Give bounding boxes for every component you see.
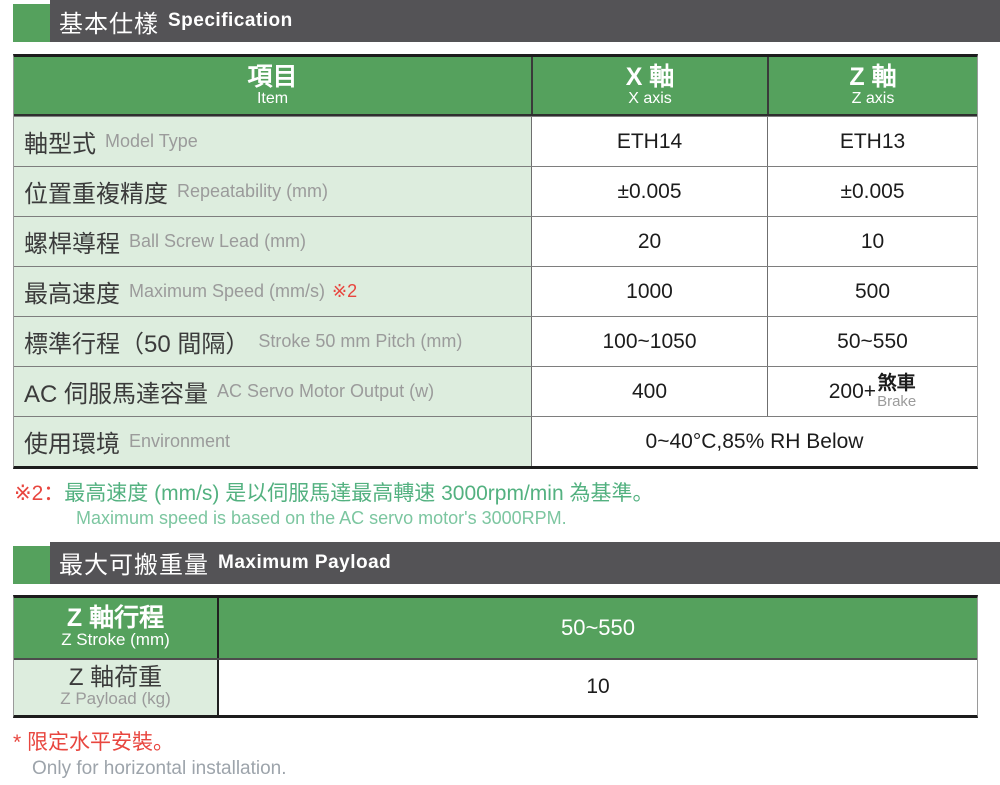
table-row-stroke: 標準行程（50 間隔） Stroke 50 mm Pitch (mm) 100~… xyxy=(14,316,977,366)
footer-note-marker: * xyxy=(13,730,22,754)
cell-x-value: 100~1050 xyxy=(531,317,767,366)
row-label-zh: 螺桿導程 xyxy=(24,231,120,258)
section-title-zh: 基本仕樣 xyxy=(59,10,159,38)
footnote-line-zh: ※2：最高速度 (mm/s) 是以伺服馬達最高轉速 3000rpm/min 為基… xyxy=(14,481,1000,507)
section-marker-icon xyxy=(13,545,50,584)
cell-x-value: 1000 xyxy=(531,267,767,316)
row-label-en: Ball Screw Lead (mm) xyxy=(129,231,307,251)
row-label: 使用環境 Environment xyxy=(14,417,531,466)
row-label-zh: 使用環境 xyxy=(24,431,120,458)
brake-value-main: 200+ xyxy=(828,379,877,403)
cell-z-value: 10 xyxy=(767,217,977,266)
brake-stack: 煞車 Brake xyxy=(877,374,916,409)
cell-x-value: 400 xyxy=(531,367,767,416)
footnote-reference: ※2 xyxy=(332,281,358,301)
row-label-en: AC Servo Motor Output (w) xyxy=(217,381,435,401)
cell-z-payload-value: 10 xyxy=(219,659,977,715)
section-title-zh: 最大可搬重量 xyxy=(59,552,209,580)
brake-label-zh: 煞車 xyxy=(877,373,916,395)
row-label: 螺桿導程 Ball Screw Lead (mm) xyxy=(14,217,531,266)
header-x-en: X axis xyxy=(628,89,672,107)
table-row-repeatability: 位置重複精度 Repeatability (mm) ±0.005 ±0.005 xyxy=(14,166,977,216)
row-label-en: Environment xyxy=(129,431,231,451)
brake-label-en: Brake xyxy=(877,392,917,410)
row-label-en: Z Payload (kg) xyxy=(60,689,171,709)
table-row-environment: 使用環境 Environment 0~40°C,85% RH Below xyxy=(14,416,977,466)
cell-z-value-brake: 200+ 煞車 Brake xyxy=(767,367,977,416)
header-z-zh: Z 軸 xyxy=(849,62,897,91)
row-label-zh: 軸型式 xyxy=(24,131,96,158)
footnote-block: ※2：最高速度 (mm/s) 是以伺服馬達最高轉速 3000rpm/min 為基… xyxy=(14,481,1000,531)
cell-x-value: ETH14 xyxy=(531,117,767,166)
row-label: Z 軸行程 Z Stroke (mm) xyxy=(14,597,219,658)
table-row-z-payload: Z 軸荷重 Z Payload (kg) 10 xyxy=(14,657,977,715)
payload-table: Z 軸行程 Z Stroke (mm) 50~550 Z 軸荷重 Z Paylo… xyxy=(13,594,978,718)
table-row-model-type: 軸型式 Model Type ETH14 ETH13 xyxy=(14,116,977,166)
header-cell-item: 項目 Item xyxy=(14,57,531,114)
table-row-servo-motor-output: AC 伺服馬達容量 AC Servo Motor Output (w) 400 … xyxy=(14,366,977,416)
row-label-en: Stroke 50 mm Pitch (mm) xyxy=(258,331,463,351)
cell-z-value: ±0.005 xyxy=(767,167,977,216)
row-label-en: Z Stroke (mm) xyxy=(61,630,170,650)
row-label: AC 伺服馬達容量 AC Servo Motor Output (w) xyxy=(14,367,531,416)
footer-note-text-zh: 限定水平安裝。 xyxy=(27,730,175,754)
footnote-text-zh: 最高速度 (mm/s) 是以伺服馬達最高轉速 3000rpm/min 為基準。 xyxy=(64,482,654,505)
row-label: 位置重複精度 Repeatability (mm) xyxy=(14,167,531,216)
footer-note-text-en: Only for horizontal installation. xyxy=(32,757,287,779)
row-label-en: Model Type xyxy=(105,131,198,151)
row-label: 軸型式 Model Type xyxy=(14,117,531,166)
row-label-en: Maximum Speed (mm/s) xyxy=(129,281,326,301)
cell-environment-value: 0~40°C,85% RH Below xyxy=(531,417,977,466)
row-label-en: Repeatability (mm) xyxy=(177,181,329,201)
section-title-en: Specification xyxy=(168,10,293,31)
row-label-zh: 位置重複精度 xyxy=(24,181,168,208)
cell-z-stroke-value: 50~550 xyxy=(560,614,636,640)
header-item-zh: 項目 xyxy=(247,62,298,91)
footer-note-zh: * 限定水平安裝。 xyxy=(13,729,1000,756)
header-z-en: Z axis xyxy=(851,89,895,107)
header-cell-z-axis: Z 軸 Z axis xyxy=(767,57,977,114)
cell-z-value: ETH13 xyxy=(767,117,977,166)
header-cell-x-axis: X 軸 X axis xyxy=(531,57,767,114)
row-label: Z 軸荷重 Z Payload (kg) xyxy=(14,659,219,715)
row-label-zh: Z 軸行程 xyxy=(66,604,165,633)
section-header-maximum-payload: 最大可搬重量 Maximum Payload xyxy=(0,541,1000,584)
footnote-marker: ※2： xyxy=(14,482,65,505)
table-row-z-stroke: Z 軸行程 Z Stroke (mm) 50~550 xyxy=(14,597,977,658)
section-title-bar: 最大可搬重量 Maximum Payload xyxy=(50,541,1000,584)
table-row-maximum-speed: 最高速度 Maximum Speed (mm/s) ※2 1000 500 xyxy=(14,266,977,316)
cell-z-value: 50~550 xyxy=(767,317,977,366)
specification-table: 項目 Item X 軸 X axis Z 軸 Z axis 軸型式 Model … xyxy=(13,54,978,469)
cell-x-value: 20 xyxy=(531,217,767,266)
row-label-zh: 最高速度 xyxy=(24,281,120,308)
header-x-zh: X 軸 xyxy=(625,62,675,91)
row-label: 標準行程（50 間隔） Stroke 50 mm Pitch (mm) xyxy=(14,317,531,366)
section-title-bar: 基本仕樣 Specification xyxy=(50,0,1000,42)
footer-note-block: * 限定水平安裝。 Only for horizontal installati… xyxy=(13,729,1000,782)
row-label: 最高速度 Maximum Speed (mm/s) ※2 xyxy=(14,267,531,316)
footnote-text-en: Maximum speed is based on the AC servo m… xyxy=(76,508,567,529)
section-header-specification: 基本仕樣 Specification xyxy=(0,0,1000,42)
section-marker-icon xyxy=(13,4,50,42)
cell-x-value: ±0.005 xyxy=(531,167,767,216)
row-label-zh: 標準行程（50 間隔） xyxy=(24,331,250,358)
table-row-ball-screw-lead: 螺桿導程 Ball Screw Lead (mm) 20 10 xyxy=(14,216,977,266)
section-title-en: Maximum Payload xyxy=(218,551,392,573)
cell-z-value: 500 xyxy=(767,267,977,316)
spec-table-header-row: 項目 Item X 軸 X axis Z 軸 Z axis xyxy=(14,57,977,116)
row-label-zh: AC 伺服馬達容量 xyxy=(24,381,209,408)
row-label-zh: Z 軸荷重 xyxy=(68,664,163,692)
header-item-en: Item xyxy=(256,89,289,107)
